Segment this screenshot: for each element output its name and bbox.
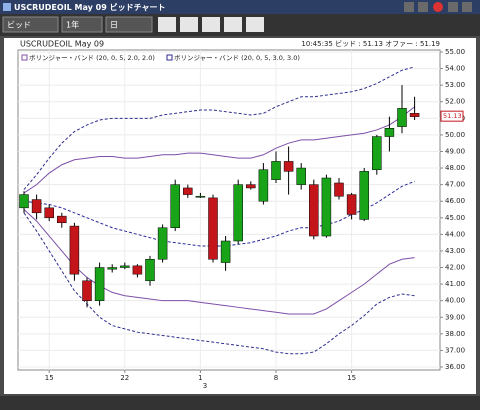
x-tick-label: 15 (45, 374, 54, 382)
chart-title: USCRUDEOIL May 09 (20, 40, 104, 49)
candle-body (132, 265, 143, 275)
band-line (23, 106, 415, 194)
candle-body (397, 108, 407, 127)
candle-body (271, 161, 281, 180)
y-tick-label: 45.00 (445, 214, 465, 222)
candle-body (57, 215, 67, 224)
y-tick-label: 46.00 (445, 197, 465, 205)
y-tick-label: 42.00 (445, 264, 465, 272)
candle-body (296, 167, 306, 185)
interval: 日 (110, 21, 118, 30)
y-tick-label: 52.00 (445, 98, 465, 106)
y-tick-label: 39.00 (445, 313, 465, 321)
period: 1年 (66, 20, 79, 30)
y-tick-label: 44.00 (445, 230, 465, 238)
y-tick-label: 36.00 (445, 363, 465, 371)
x-tick-label: 15 (347, 374, 356, 382)
legend-swatch (166, 54, 173, 61)
status-bar (0, 396, 480, 410)
month-label: 3 (203, 382, 207, 390)
btn-alert[interactable] (433, 2, 443, 12)
candle-body (208, 197, 218, 260)
candle-body (107, 267, 117, 270)
title-bar (0, 0, 480, 14)
tool-line[interactable] (158, 17, 176, 32)
candle-body (195, 195, 206, 198)
price-type-select[interactable] (2, 16, 59, 33)
candle-body (283, 161, 294, 172)
tool-print[interactable] (224, 17, 242, 32)
price-type: ビッド (7, 21, 31, 30)
btn-close[interactable] (462, 2, 472, 12)
candle-body (321, 177, 332, 237)
y-tick-label: 53.00 (445, 81, 465, 89)
band-line (23, 212, 415, 355)
band-line (23, 66, 415, 190)
candle-body (69, 225, 80, 275)
y-tick-label: 48.00 (445, 164, 465, 172)
candle-body (120, 265, 130, 268)
candle-body (94, 267, 105, 301)
btn-help[interactable] (448, 2, 458, 12)
band-line (23, 180, 415, 247)
period-select[interactable] (61, 16, 103, 33)
btn-minimize[interactable] (404, 2, 414, 12)
y-tick-label: 37.00 (445, 346, 465, 354)
legend-swatch (21, 54, 28, 61)
legend-entry: ボリンジャー・バンド (20, 0, 5, 3.0, 3.0) (174, 54, 300, 62)
candle-body (170, 184, 180, 228)
candle-body (258, 169, 269, 202)
candle-body (183, 187, 193, 195)
y-tick-label: 38.00 (445, 330, 465, 338)
candle-body (145, 258, 155, 282)
y-tick-label: 43.00 (445, 247, 465, 255)
legend-entry: ボリンジャー・バンド (20, 0, 5, 2.0, 2.0) (29, 54, 155, 62)
x-tick-label: 8 (274, 374, 278, 382)
y-tick-label: 49.00 (445, 147, 465, 155)
window-title: USCRUDEOIL May 09 ビッドチャート (14, 2, 166, 12)
candle-body (82, 280, 92, 301)
candle-body (384, 128, 395, 137)
candle-body (31, 199, 42, 214)
x-tick-label: 22 (120, 374, 129, 382)
candle-body (359, 171, 369, 220)
candle-body (220, 240, 231, 263)
app-icon (3, 3, 11, 11)
y-tick-label: 47.00 (445, 181, 465, 189)
candle-body (246, 184, 256, 189)
quote: 10:45:35 ビッド : 51.13 オファー : 51.19 (301, 39, 440, 48)
last-price-box (440, 110, 464, 122)
y-tick-label: 41.00 (445, 280, 465, 288)
candle-body (44, 207, 54, 219)
y-tick-label: 40.00 (445, 297, 465, 305)
candle-body (157, 227, 168, 260)
candle-body (346, 194, 357, 215)
y-tick-label: 54.00 (445, 65, 465, 73)
candle-body (334, 182, 344, 197)
tool-marker[interactable] (202, 17, 220, 32)
candle-body (19, 194, 29, 209)
y-tick-label: 55.00 (445, 48, 465, 56)
candle-body (309, 184, 319, 237)
tool-pen[interactable] (180, 17, 198, 32)
candle-body (409, 113, 420, 117)
plot-frame (17, 49, 441, 371)
y-tick-label: 50.00 (445, 131, 465, 139)
candle-body (372, 136, 382, 170)
btn-settings[interactable] (418, 2, 428, 12)
band-line (23, 209, 415, 315)
x-tick-label: 1 (198, 374, 202, 382)
tool-image[interactable] (246, 17, 264, 32)
last-price-label: 51.13 (443, 112, 462, 120)
candle-body (233, 184, 243, 242)
interval-select[interactable] (105, 16, 153, 33)
